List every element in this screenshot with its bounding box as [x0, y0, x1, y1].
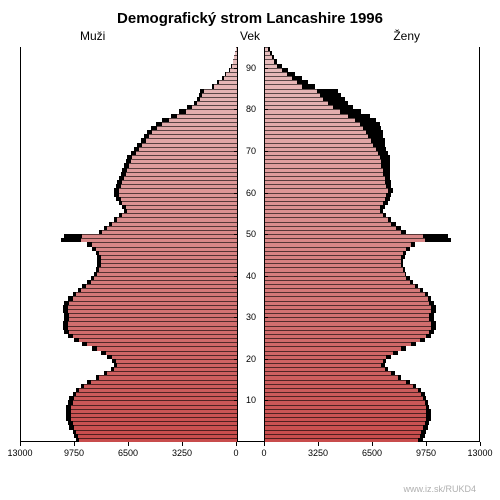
x-tick: 6500 — [362, 448, 382, 458]
x-axis: 032506500975013000 032506500975013000 — [20, 442, 480, 462]
male-bars — [21, 47, 237, 441]
age-tick: 40 — [238, 271, 264, 281]
age-tick: 60 — [238, 188, 264, 198]
x-tick: 3250 — [308, 448, 328, 458]
header-labels: Muži Vek Ženy — [20, 29, 480, 47]
x-axis-left: 032506500975013000 — [20, 442, 236, 462]
chart-title: Demografický strom Lancashire 1996 — [20, 10, 480, 27]
x-tick: 9750 — [416, 448, 436, 458]
x-tick: 9750 — [64, 448, 84, 458]
age-tick: 10 — [238, 395, 264, 405]
x-tick: 0 — [261, 448, 266, 458]
age-label: Vek — [240, 29, 260, 43]
female-label: Ženy — [393, 29, 420, 43]
x-tick: 0 — [233, 448, 238, 458]
plot-area: 10 20 30 40 50 60 70 80 90 — [20, 47, 480, 442]
x-tick: 13000 — [7, 448, 32, 458]
source-url: www.iz.sk/RUKD4 — [403, 484, 476, 494]
age-tick: 20 — [238, 354, 264, 364]
age-axis: 10 20 30 40 50 60 70 80 90 — [237, 47, 265, 441]
x-tick: 3250 — [172, 448, 192, 458]
x-tick: 6500 — [118, 448, 138, 458]
age-tick: 50 — [238, 229, 264, 239]
x-tick: 13000 — [467, 448, 492, 458]
age-tick: 90 — [238, 63, 264, 73]
age-tick: 70 — [238, 146, 264, 156]
x-axis-right: 032506500975013000 — [264, 442, 480, 462]
age-tick: 30 — [238, 312, 264, 322]
female-bars — [265, 47, 481, 441]
age-tick: 80 — [238, 104, 264, 114]
male-label: Muži — [80, 29, 105, 43]
pyramid-chart: Demografický strom Lancashire 1996 Muži … — [20, 10, 480, 480]
